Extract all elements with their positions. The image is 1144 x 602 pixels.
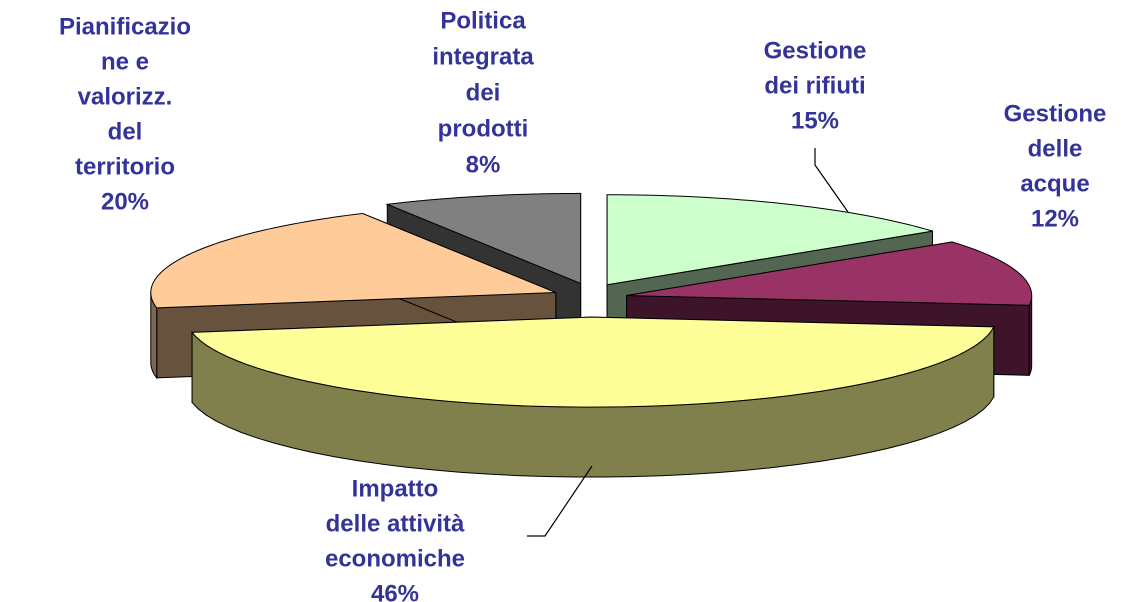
slice-label: Politica xyxy=(440,7,526,34)
slice-label: valorizz. xyxy=(78,83,173,110)
pie-slice xyxy=(191,316,995,478)
slice-label: del xyxy=(108,118,143,145)
value-label: 8% xyxy=(466,151,501,178)
pie xyxy=(150,192,1033,478)
slice-top xyxy=(191,316,995,408)
slice-label: territorio xyxy=(75,153,175,180)
slice-label: economiche xyxy=(325,545,465,572)
slice-top xyxy=(626,241,1033,306)
slice-label: delle attività xyxy=(326,510,465,537)
slice-label: prodotti xyxy=(438,115,529,142)
slice-side xyxy=(1028,295,1033,376)
slice-label: ne e xyxy=(101,48,149,75)
slice-top xyxy=(385,192,582,285)
slice-label: Gestione xyxy=(1004,100,1107,127)
leader-line xyxy=(814,148,849,213)
slice-label: Gestione xyxy=(764,37,867,64)
value-label: 15% xyxy=(791,107,839,134)
slice-label: dei xyxy=(466,79,501,106)
slice-label: Impatto xyxy=(352,475,439,502)
slice-label: dei rifiuti xyxy=(764,72,865,99)
slice-label: Pianificazio xyxy=(59,13,191,40)
slice-label: acque xyxy=(1020,170,1089,197)
slice-top xyxy=(606,194,933,286)
slice-label: integrata xyxy=(432,43,534,70)
labels: Gestione dei rifiuti 15% Gestione delle acque… xyxy=(59,7,1106,602)
slice-label: delle xyxy=(1028,135,1083,162)
value-label: 46% xyxy=(371,580,419,602)
value-label: 20% xyxy=(101,188,149,215)
leader-line xyxy=(527,465,593,537)
slice-top xyxy=(150,212,556,309)
value-label: 12% xyxy=(1031,205,1079,232)
